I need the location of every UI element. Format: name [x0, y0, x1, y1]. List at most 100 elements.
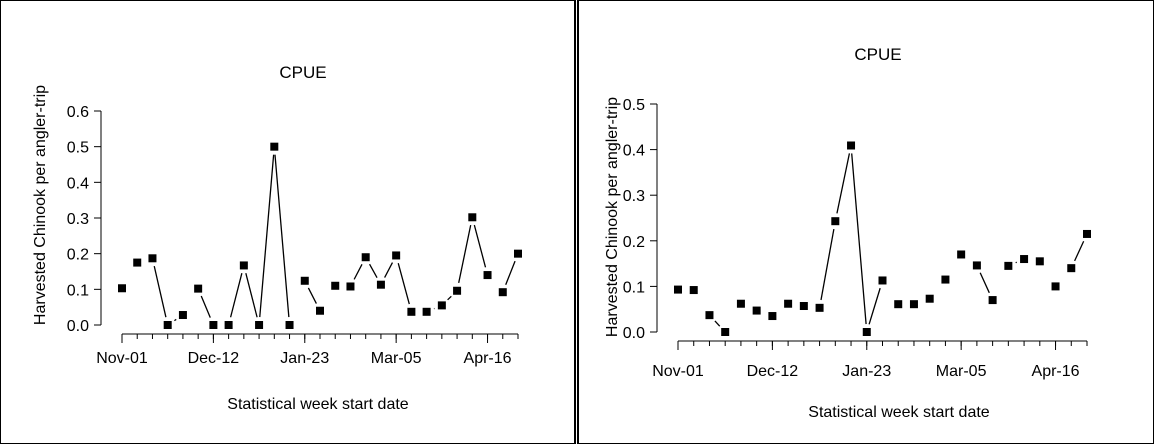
data-point — [148, 254, 156, 262]
data-point — [164, 321, 172, 329]
data-point — [484, 271, 492, 279]
data-point — [1052, 282, 1060, 290]
series-line-segment — [459, 225, 471, 283]
data-point — [926, 295, 934, 303]
series-line-segment — [869, 288, 880, 324]
data-point — [674, 286, 682, 294]
data-point — [973, 261, 981, 269]
y-tick-label: 0.1 — [623, 279, 645, 296]
series-line-segment — [448, 296, 452, 300]
series-line-segment — [154, 266, 166, 317]
data-point — [800, 302, 808, 310]
data-point — [989, 296, 997, 304]
y-tick-label: 0.6 — [67, 104, 89, 121]
x-tick-label: Apr-16 — [1032, 363, 1080, 380]
y-axis-label: Harvested Chinook per angler-trip — [604, 97, 621, 337]
series-line-segment — [821, 229, 834, 300]
x-tick-label: Jan-23 — [842, 363, 891, 380]
series-line-segment — [474, 225, 485, 267]
y-tick-label: 0.1 — [67, 282, 89, 299]
x-axis-label: Statistical week start date — [227, 396, 409, 413]
data-point — [957, 250, 965, 258]
data-point — [194, 285, 202, 293]
data-point — [514, 250, 522, 258]
data-point — [255, 321, 263, 329]
data-point — [209, 321, 217, 329]
data-point — [816, 304, 824, 312]
data-point — [737, 300, 745, 308]
data-point — [392, 251, 400, 259]
y-tick-label: 0.0 — [623, 325, 645, 342]
data-point — [784, 300, 792, 308]
series-line-segment — [1075, 241, 1084, 261]
data-point — [438, 301, 446, 309]
data-point — [499, 288, 507, 296]
data-point — [721, 328, 729, 336]
data-point — [468, 213, 476, 221]
data-point — [179, 311, 187, 319]
x-tick-label: Mar-05 — [371, 350, 422, 367]
y-tick-label: 0.3 — [623, 188, 645, 205]
series-line-segment — [837, 153, 849, 213]
series-line-segment — [385, 263, 393, 278]
series-line-segment — [980, 273, 989, 293]
data-point — [377, 281, 385, 289]
data-point — [831, 217, 839, 225]
data-point — [1036, 257, 1044, 265]
data-point — [225, 321, 233, 329]
y-tick-label: 0.5 — [67, 140, 89, 157]
x-tick-label: Nov-01 — [96, 350, 148, 367]
data-point — [316, 307, 324, 315]
series-line-segment — [354, 264, 362, 279]
data-point — [270, 143, 278, 151]
data-point — [1004, 262, 1012, 270]
series-line-segment — [852, 153, 866, 324]
x-tick-label: Nov-01 — [652, 363, 704, 380]
x-tick-label: Apr-16 — [464, 350, 512, 367]
data-point — [423, 308, 431, 316]
data-point — [1083, 230, 1091, 238]
series-line-segment — [506, 261, 515, 285]
series-line-segment — [246, 273, 257, 317]
x-tick-label: Jan-23 — [280, 350, 329, 367]
chart-title: CPUE — [279, 63, 326, 82]
data-point — [331, 282, 339, 290]
data-point — [240, 261, 248, 269]
data-point — [863, 328, 871, 336]
data-point — [118, 284, 126, 292]
data-point — [847, 141, 855, 149]
y-tick-label: 0.2 — [67, 247, 89, 264]
data-point — [301, 277, 309, 285]
series-line-segment — [370, 264, 377, 277]
x-axis-label: Statistical week start date — [808, 404, 990, 421]
data-point — [407, 308, 415, 316]
data-point — [1020, 255, 1028, 263]
data-point — [753, 307, 761, 315]
y-tick-label: 0.2 — [623, 234, 645, 251]
data-point — [894, 300, 902, 308]
y-tick-label: 0.5 — [623, 97, 645, 114]
series-line-segment — [260, 155, 274, 317]
x-tick-label: Mar-05 — [936, 363, 987, 380]
x-tick-label: Dec-12 — [747, 363, 799, 380]
data-point — [362, 253, 370, 261]
series-line-segment — [715, 321, 720, 326]
y-tick-label: 0.4 — [623, 143, 645, 160]
data-point — [910, 300, 918, 308]
series-line-segment — [201, 296, 210, 318]
data-point — [346, 282, 354, 290]
series-line-segment — [231, 273, 242, 317]
series-line-segment — [398, 263, 409, 304]
y-axis-label: Harvested Chinook per angler-trip — [32, 85, 49, 325]
data-point — [286, 321, 294, 329]
data-point — [133, 259, 141, 267]
data-point — [1067, 264, 1075, 272]
y-tick-label: 0.4 — [67, 175, 89, 192]
series-line-segment — [308, 288, 316, 304]
y-tick-label: 0.3 — [67, 211, 89, 228]
data-point — [768, 312, 776, 320]
